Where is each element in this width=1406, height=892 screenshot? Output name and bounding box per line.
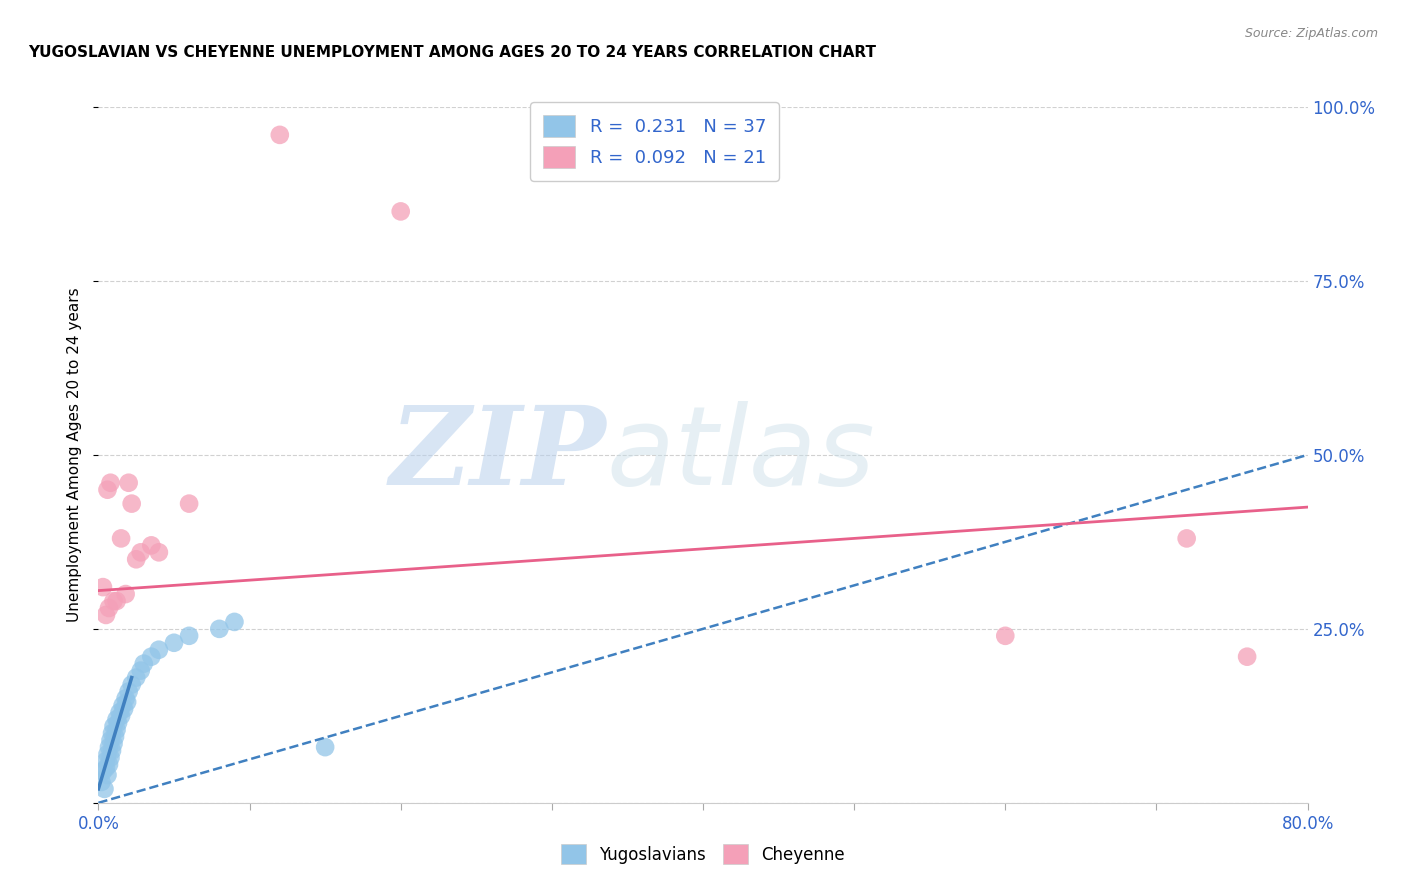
Point [314,740,336,755]
Point [110,708,132,723]
Point [148,642,170,657]
Legend: Yugoslavians, Cheyenne: Yugoslavians, Cheyenne [554,838,852,871]
Point [103,719,125,733]
Point [96,483,118,497]
Point [98,757,121,772]
Point [141,649,163,664]
Point [1175,532,1198,546]
Point [96,768,118,782]
Point [118,475,141,490]
Point [103,737,125,751]
Point [100,750,122,764]
Y-axis label: Unemployment Among Ages 20 to 24 years: Unemployment Among Ages 20 to 24 years [67,287,83,623]
Point [91,764,114,779]
Point [132,657,155,671]
Point [90,775,112,789]
Point [389,204,412,219]
Point [108,706,131,720]
Point [103,594,125,608]
Point [269,128,291,142]
Point [121,497,143,511]
Point [994,629,1017,643]
Text: YUGOSLAVIAN VS CHEYENNE UNEMPLOYMENT AMONG AGES 20 TO 24 YEARS CORRELATION CHART: YUGOSLAVIAN VS CHEYENNE UNEMPLOYMENT AMO… [28,45,876,60]
Point [111,698,134,713]
Point [148,545,170,559]
Point [115,695,138,709]
Point [141,538,163,552]
Point [114,587,136,601]
Point [179,497,201,511]
Text: atlas: atlas [606,401,875,508]
Point [100,475,122,490]
Point [110,532,132,546]
Point [107,715,129,730]
Point [100,733,122,747]
Point [129,664,152,678]
Point [98,740,121,755]
Point [224,615,246,629]
Point [94,607,117,622]
Point [118,684,141,698]
Point [125,671,148,685]
Point [94,754,117,768]
Point [98,601,121,615]
Point [121,677,143,691]
Point [1236,649,1258,664]
Point [96,747,118,761]
Point [93,781,115,796]
Point [208,622,231,636]
Point [101,726,124,740]
Point [125,552,148,566]
Point [163,636,186,650]
Text: ZIP: ZIP [389,401,606,508]
Point [105,723,128,737]
Point [114,691,136,706]
Point [91,580,114,594]
Point [105,594,128,608]
Point [101,744,124,758]
Point [105,712,128,726]
Text: Source: ZipAtlas.com: Source: ZipAtlas.com [1244,27,1378,40]
Point [104,730,127,744]
Point [112,702,135,716]
Point [94,761,117,775]
Point [129,545,152,559]
Point [179,629,201,643]
